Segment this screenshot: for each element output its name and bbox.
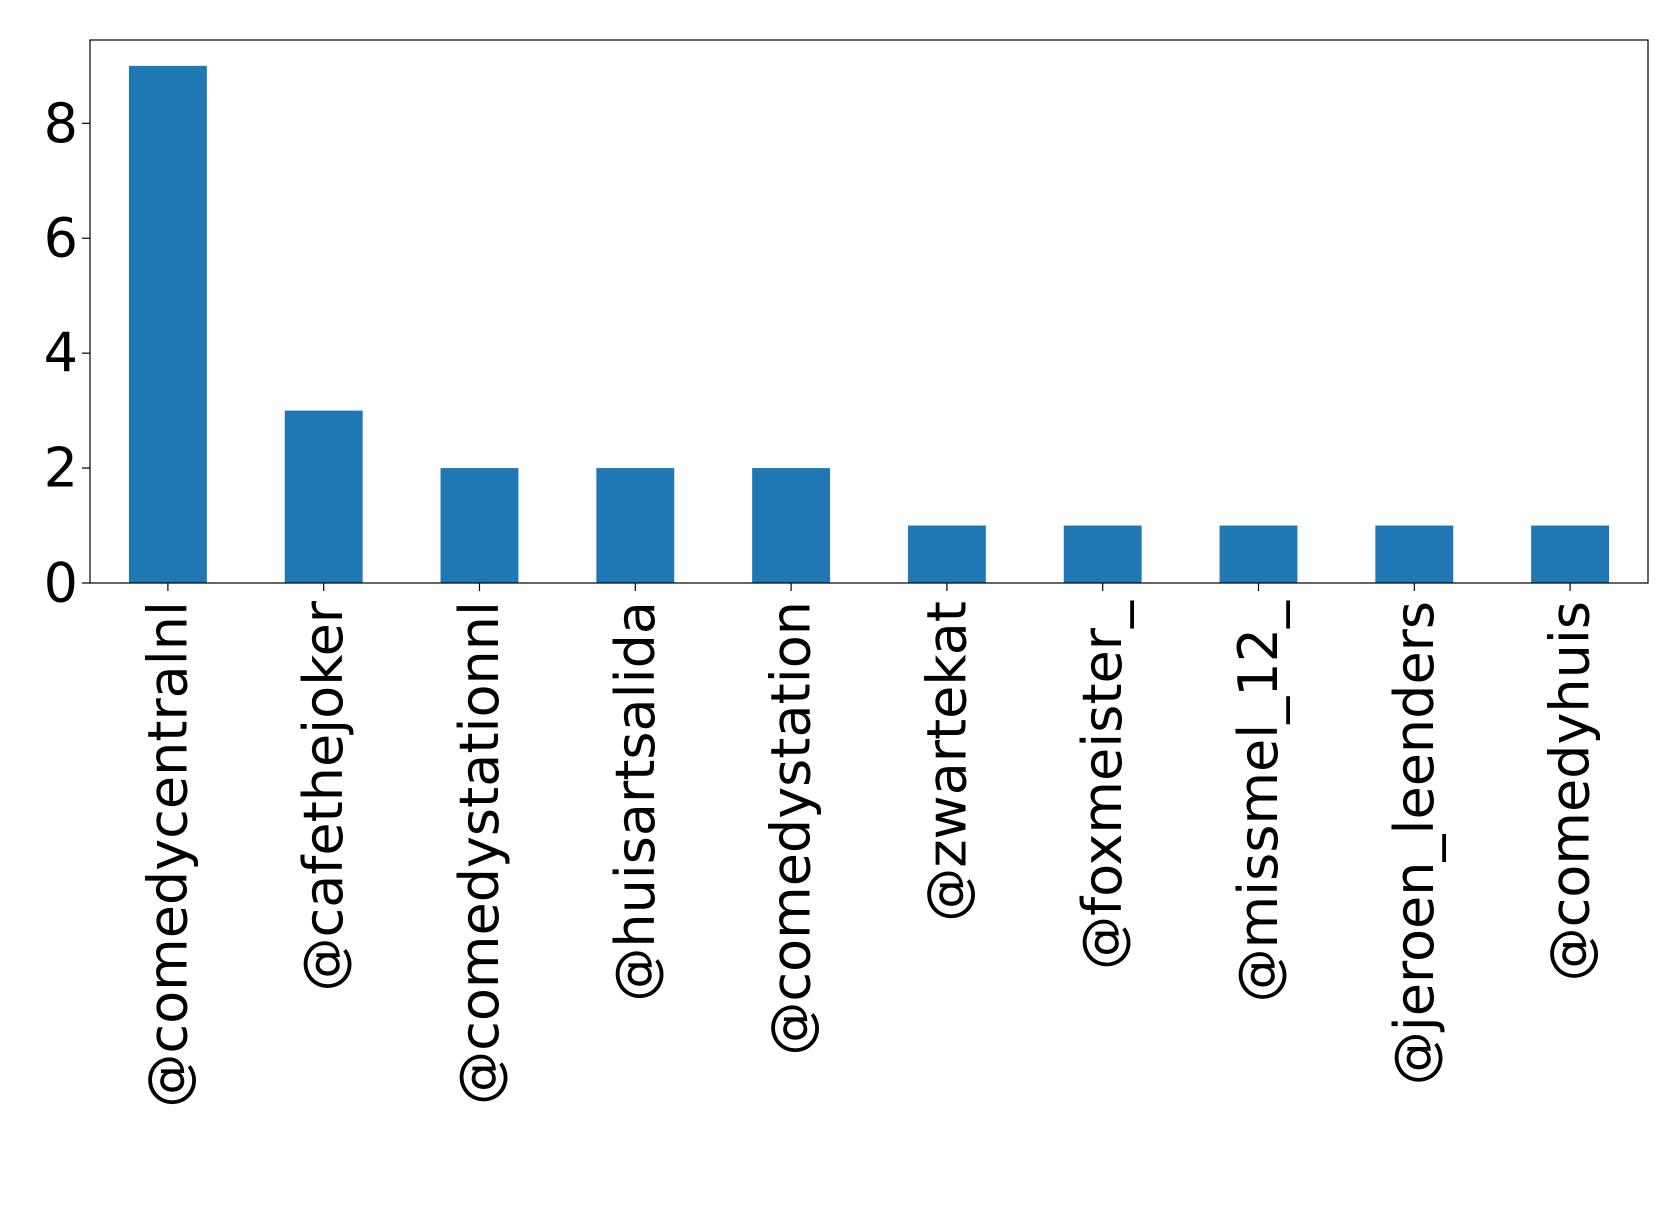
x-tick-label: @cafethejoker: [292, 600, 355, 991]
bar-foxmeister-: [1063, 525, 1142, 583]
x-tick-label: @missmel_12_: [1227, 600, 1290, 1002]
bar-comedystation: [752, 468, 831, 583]
bar-zwartekat: [907, 525, 986, 583]
bar-comedystationnl: [440, 468, 519, 583]
x-tick-label: @foxmeister_: [1071, 600, 1134, 970]
plot-frame: [89, 39, 1649, 584]
x-tick-label: @comedyhuis: [1539, 601, 1602, 981]
x-axis-ticks: @comedycentralnl @cafethejoker @comedystat…: [136, 583, 1602, 1108]
bar-missmel-12-: [1219, 525, 1298, 583]
y-tick-label: 4: [44, 322, 78, 385]
x-tick-label: @huisartsalida: [604, 601, 667, 1002]
x-tick-label: @comedystation: [760, 601, 823, 1056]
y-axis-ticks: 0 2 4 6 8: [44, 92, 90, 615]
bar-jeroen-leenders: [1375, 525, 1454, 583]
x-tick-label: @jeroen_leenders: [1383, 601, 1446, 1085]
y-tick-label: 2: [44, 437, 78, 500]
bar-comedycentralnl: [128, 65, 207, 584]
x-tick-label: @zwartekat: [915, 601, 978, 922]
y-tick-label: 6: [44, 207, 78, 270]
bar-huisartsalida: [596, 468, 675, 583]
x-tick-label: @comedycentralnl: [136, 601, 199, 1108]
bars-layer: [128, 65, 1610, 584]
x-tick-label: @comedystationnl: [448, 601, 511, 1105]
y-tick-label: 8: [44, 92, 78, 155]
bar-comedyhuis: [1531, 525, 1610, 583]
y-tick-label: 0: [44, 552, 78, 615]
axes-layer: [89, 39, 1649, 584]
bar-cafethejoker: [284, 410, 363, 583]
